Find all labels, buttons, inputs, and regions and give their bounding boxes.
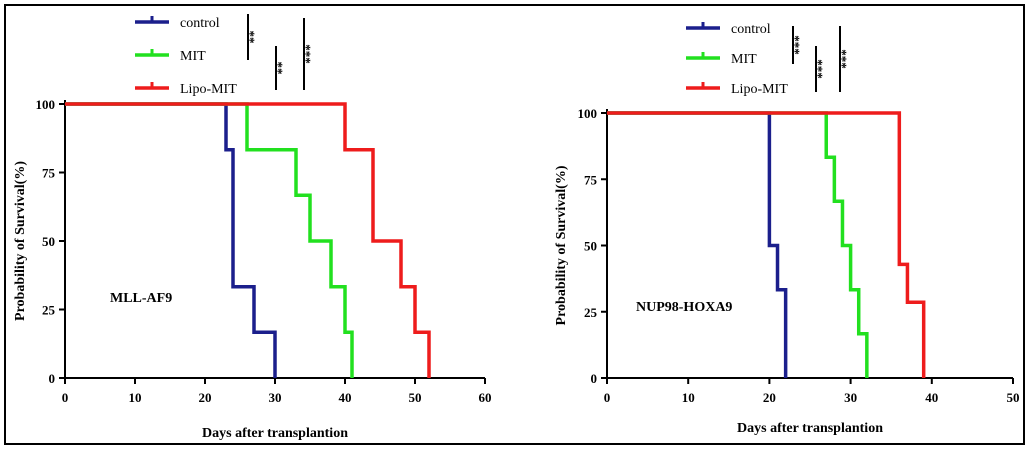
x-tick-label: 40 xyxy=(339,390,352,405)
y-tick-label: 75 xyxy=(42,166,56,181)
y-tick-label: 25 xyxy=(42,303,56,318)
legend-label: control xyxy=(180,16,220,31)
y-tick-label: 100 xyxy=(36,97,56,112)
chart-panel-1: 0 10 20 30 40 50 60 0 25 50 75 100 Days after transp… xyxy=(13,14,492,441)
legend-entry-mit: MIT xyxy=(686,52,757,67)
significance-label: *** xyxy=(838,49,853,69)
legend-entry-mit: MIT xyxy=(135,49,206,64)
x-tick-label: 0 xyxy=(604,390,611,405)
x-tick-label: 50 xyxy=(1007,390,1020,405)
x-tick-label: 0 xyxy=(62,390,69,405)
figure-frame xyxy=(4,4,1025,445)
legend-label: control xyxy=(731,22,771,37)
survival-line-control xyxy=(65,102,277,378)
x-tick-label: 30 xyxy=(269,390,282,405)
significance-label: *** xyxy=(302,44,317,64)
x-tick-label: 20 xyxy=(199,390,212,405)
y-tick-label: 100 xyxy=(578,106,598,121)
chart-panel-2: 0 10 20 30 40 50 0 25 50 75 100 Days after transpla… xyxy=(554,22,1020,436)
panel-label: MLL-AF9 xyxy=(110,291,172,306)
x-tick-label: 30 xyxy=(844,390,857,405)
x-tick-label: 10 xyxy=(129,390,142,405)
y-tick-label: 25 xyxy=(584,305,598,320)
significance-label: ** xyxy=(274,62,289,75)
y-tick-label: 75 xyxy=(584,172,598,187)
y-axis-label: Probability of Survival(%) xyxy=(13,161,28,321)
survival-line-lipo-mit xyxy=(65,102,431,378)
legend-entry-control: control xyxy=(686,22,771,37)
legend-entry-lipo-mit: Lipo-MIT xyxy=(686,82,788,97)
x-axis-label: Days after transplantion xyxy=(202,426,348,441)
legend-label: Lipo-MIT xyxy=(180,82,237,97)
survival-line-mit xyxy=(65,102,354,378)
y-tick-label: 50 xyxy=(42,234,55,249)
x-tick-label: 50 xyxy=(409,390,422,405)
x-tick-label: 20 xyxy=(763,390,776,405)
x-tick-label: 10 xyxy=(682,390,695,405)
legend-entry-control: control xyxy=(135,16,220,31)
survival-line-lipo-mit xyxy=(607,111,926,378)
y-tick-label: 0 xyxy=(591,371,598,386)
legend-label: Lipo-MIT xyxy=(731,82,788,97)
x-tick-label: 40 xyxy=(925,390,938,405)
survival-line-mit xyxy=(607,111,869,378)
legend-entry-lipo-mit: Lipo-MIT xyxy=(135,82,237,97)
significance-label: *** xyxy=(791,35,806,55)
y-axis-label: Probability of Survival(%) xyxy=(554,165,569,325)
legend-label: MIT xyxy=(731,52,757,67)
legend-label: MIT xyxy=(180,49,206,64)
survival-line-control xyxy=(607,111,788,378)
x-tick-label: 60 xyxy=(479,390,492,405)
significance-label: *** xyxy=(814,59,829,79)
x-axis-label: Days after transplantion xyxy=(737,421,883,436)
y-tick-label: 0 xyxy=(49,371,56,386)
significance-label: ** xyxy=(246,31,261,44)
panel-label: NUP98-HOXA9 xyxy=(636,300,732,315)
y-tick-label: 50 xyxy=(584,239,597,254)
